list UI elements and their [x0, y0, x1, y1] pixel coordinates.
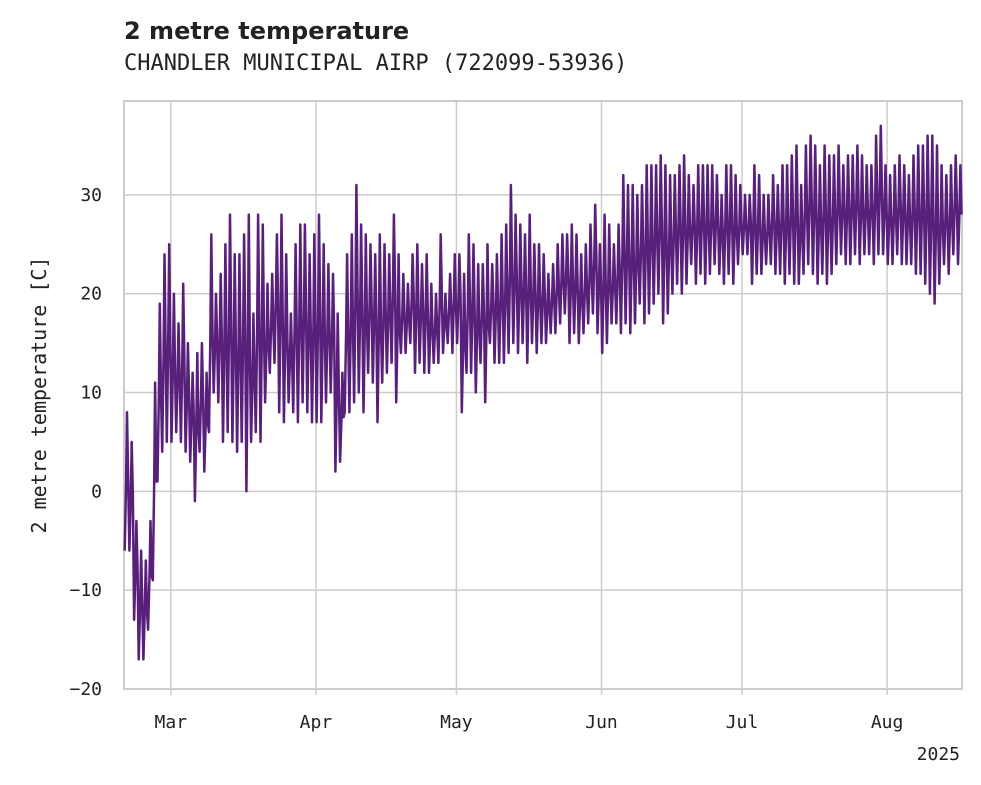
y-axis-label: 2 metre temperature [C]	[27, 257, 51, 534]
y-tick-label: 20	[80, 284, 102, 305]
chart-title: 2 metre temperature	[124, 17, 410, 45]
x-axis-year-label: 2025	[917, 744, 960, 765]
x-tick-label: Jul	[726, 712, 759, 733]
y-tick-label: 0	[91, 481, 102, 502]
y-axis: −20 −10 0 10 20 30	[69, 185, 102, 700]
y-tick-label: 10	[80, 383, 102, 404]
y-tick-label: −10	[69, 580, 102, 601]
chart-subtitle: CHANDLER MUNICIPAL AIRP (722099-53936)	[124, 51, 628, 76]
x-axis: Mar Apr May Jun Jul Aug	[155, 689, 904, 733]
y-tick-label: 30	[80, 185, 102, 206]
plot-frame	[123, 100, 963, 690]
y-tick-label: −20	[69, 679, 102, 700]
x-tick-label: Jun	[585, 712, 618, 733]
x-tick-label: May	[440, 712, 473, 733]
x-tick-label: Mar	[155, 712, 188, 733]
series-line-temperature	[123, 124, 963, 661]
x-tick-label: Aug	[871, 712, 904, 733]
x-tick-label: Apr	[300, 712, 333, 733]
